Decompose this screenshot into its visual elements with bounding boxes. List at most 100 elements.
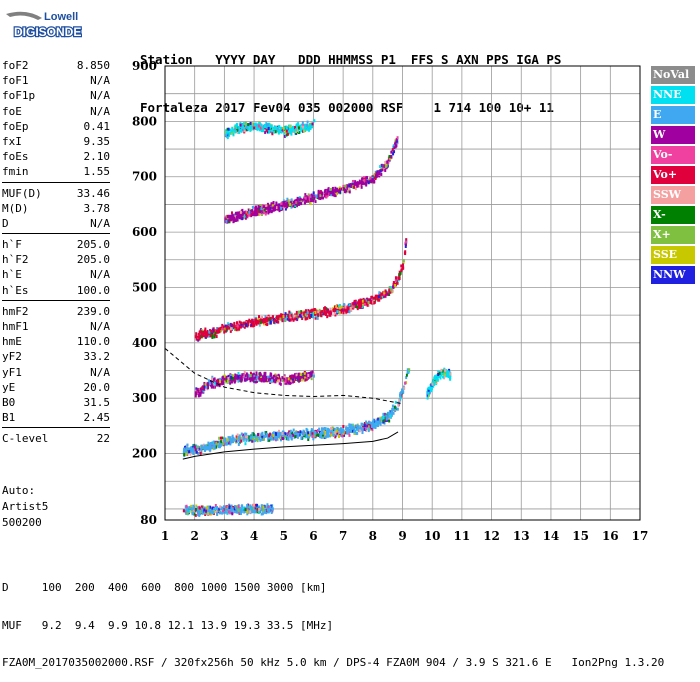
echo-point bbox=[245, 372, 248, 376]
echo-point bbox=[216, 383, 219, 387]
echo-point bbox=[370, 421, 373, 425]
echo-point bbox=[212, 443, 215, 447]
echo-point bbox=[445, 373, 448, 377]
echo-point bbox=[237, 375, 240, 379]
echo-point bbox=[251, 375, 254, 379]
echo-point bbox=[317, 312, 320, 316]
echo-point bbox=[253, 210, 256, 214]
param-row: D N/A bbox=[2, 216, 110, 231]
echo-point bbox=[206, 506, 209, 510]
echo-point bbox=[207, 441, 210, 445]
echo-point bbox=[265, 123, 268, 127]
echo-point bbox=[437, 375, 440, 379]
echo-point bbox=[258, 128, 261, 132]
echo-point bbox=[273, 207, 276, 211]
echo-point bbox=[444, 368, 447, 372]
y-tick-label: 500 bbox=[132, 280, 157, 294]
echo-point bbox=[197, 389, 200, 393]
echo-point bbox=[220, 441, 223, 445]
echo-point bbox=[191, 444, 194, 448]
param-name: M(D) bbox=[2, 201, 29, 215]
echo-point bbox=[228, 133, 231, 137]
echo-point bbox=[256, 319, 259, 323]
echo-point bbox=[348, 423, 351, 427]
echo-point bbox=[251, 439, 254, 443]
param-row: foF1p N/A bbox=[2, 88, 110, 103]
param-row: B0 31.5 bbox=[2, 395, 110, 410]
echo-point bbox=[268, 122, 271, 126]
echo-point bbox=[312, 199, 315, 203]
echo-point bbox=[223, 505, 226, 509]
echo-point bbox=[273, 377, 276, 381]
echo-point bbox=[229, 506, 232, 510]
echo-point bbox=[234, 216, 237, 220]
echo-point bbox=[224, 442, 227, 446]
echo-point bbox=[205, 506, 208, 510]
echo-point bbox=[296, 199, 299, 203]
echo-point bbox=[210, 385, 213, 389]
echo-point bbox=[330, 429, 333, 433]
echo-point bbox=[343, 433, 346, 437]
echo-point bbox=[340, 310, 343, 314]
echo-point bbox=[186, 449, 189, 453]
echo-point bbox=[280, 206, 283, 210]
echo-point bbox=[244, 442, 247, 446]
echo-point bbox=[440, 368, 443, 372]
echo-point bbox=[404, 244, 407, 248]
echo-point bbox=[198, 513, 201, 517]
echo-point bbox=[383, 421, 386, 425]
echo-point bbox=[196, 334, 199, 338]
echo-point bbox=[364, 424, 367, 428]
echo-point bbox=[358, 429, 361, 433]
echo-point bbox=[245, 126, 248, 130]
echo-point bbox=[295, 310, 298, 314]
echo-point bbox=[375, 174, 378, 178]
echo-point bbox=[190, 507, 193, 511]
echo-point bbox=[398, 398, 401, 402]
echo-point bbox=[199, 336, 202, 340]
echo-point bbox=[310, 314, 313, 318]
x-tick-label: 16 bbox=[602, 529, 619, 543]
echo-point bbox=[288, 377, 291, 381]
echo-point bbox=[374, 294, 377, 298]
echo-point bbox=[363, 427, 366, 431]
echo-point bbox=[289, 379, 292, 383]
echo-point bbox=[301, 121, 304, 125]
echo-point bbox=[316, 196, 319, 200]
y-tick-label: 800 bbox=[132, 114, 157, 128]
echo-point bbox=[370, 424, 373, 428]
param-value: 31.5 bbox=[83, 395, 111, 409]
echo-point bbox=[286, 197, 289, 201]
echo-point bbox=[346, 186, 349, 190]
echo-point bbox=[308, 194, 311, 198]
param-row: foE N/A bbox=[2, 104, 110, 119]
echo-point bbox=[371, 298, 374, 302]
echo-point bbox=[233, 376, 236, 380]
echo-point bbox=[295, 204, 298, 208]
echo-point bbox=[311, 314, 314, 318]
echo-point bbox=[252, 439, 255, 443]
echo-point bbox=[230, 438, 233, 442]
echo-point bbox=[289, 318, 292, 322]
echo-point bbox=[339, 433, 342, 437]
echo-point bbox=[279, 382, 282, 386]
echo-point bbox=[249, 504, 252, 508]
echo-point bbox=[199, 330, 202, 334]
echo-point bbox=[248, 210, 251, 214]
echo-point bbox=[249, 379, 252, 383]
echo-point bbox=[338, 431, 341, 435]
echo-point bbox=[316, 433, 319, 437]
echo-point bbox=[333, 427, 336, 431]
echo-point bbox=[390, 410, 393, 414]
echo-point bbox=[256, 503, 259, 507]
echo-point bbox=[201, 505, 204, 509]
echo-point bbox=[289, 375, 292, 379]
echo-point bbox=[341, 430, 344, 434]
x-tick-label: 15 bbox=[572, 529, 589, 543]
echo-point bbox=[194, 507, 197, 511]
echo-point bbox=[377, 298, 380, 302]
echo-point bbox=[303, 315, 306, 319]
echo-point bbox=[256, 375, 259, 379]
param-name: foF2 bbox=[2, 59, 29, 72]
echo-point bbox=[436, 378, 439, 382]
